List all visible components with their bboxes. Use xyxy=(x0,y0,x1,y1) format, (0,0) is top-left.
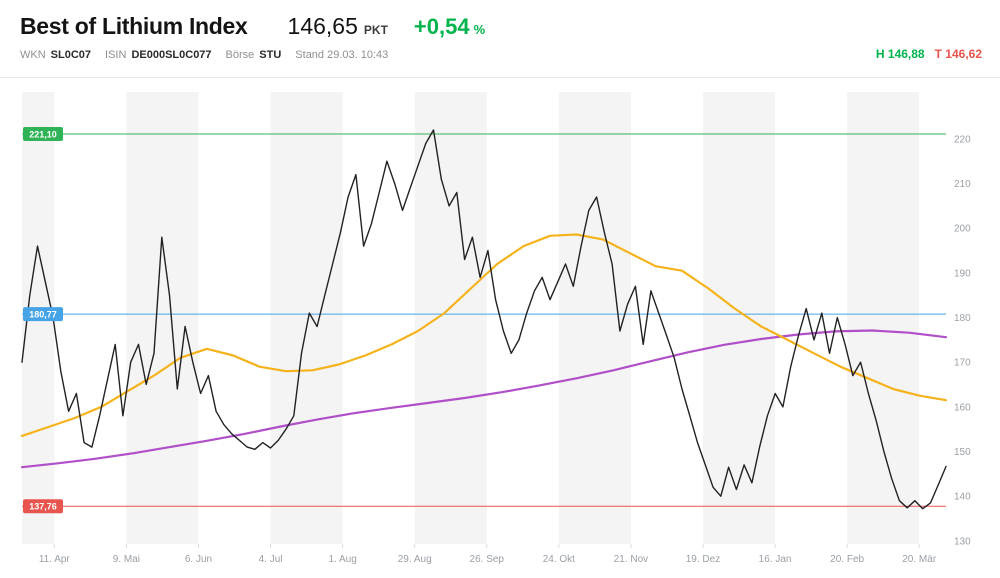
isin-label: ISIN xyxy=(105,49,127,61)
x-axis-label: 9. Mai xyxy=(113,554,140,565)
reference-line-label: 221,10 xyxy=(29,129,57,139)
high-low-group: H 146,88 T 146,62 xyxy=(876,47,982,61)
price-change-unit: % xyxy=(473,22,486,37)
series-price xyxy=(21,129,947,510)
page-title: Best of Lithium Index xyxy=(20,13,248,39)
chart-area: 221,10 180,77 137,76 130 140 150 160 170 180 190 2… xyxy=(0,78,1000,578)
isin-value: DE000SL0C077 xyxy=(131,49,212,61)
y-axis-label: 160 xyxy=(954,402,971,413)
price-unit: PKT xyxy=(363,23,388,37)
exchange-label: Börse xyxy=(225,49,255,61)
reference-line-badge xyxy=(23,307,63,322)
wkn-value: SL0C07 xyxy=(50,49,92,61)
x-axis-label: 1. Aug xyxy=(328,554,356,565)
month-band xyxy=(847,92,920,544)
y-axis-label: 180 xyxy=(954,313,971,324)
x-axis-label: 19. Dez xyxy=(686,554,720,565)
x-axis-label: 21. Nov xyxy=(614,554,648,565)
y-axis-label: 200 xyxy=(954,224,971,235)
x-axis-label: 6. Jun xyxy=(185,554,212,565)
x-axis-label: 24. Okt xyxy=(543,554,575,565)
series-moving-average-short xyxy=(20,233,948,437)
x-axis-label: 16. Jan xyxy=(759,554,792,565)
reference-line-label: 180,77 xyxy=(29,310,57,320)
price-change: +0,54 % xyxy=(414,14,485,40)
reference-line-badge xyxy=(23,126,63,141)
quote-meta-row: WKN SL0C07 ISIN DE000SL0C077 Börse STU S… xyxy=(20,47,982,61)
y-axis-label: 140 xyxy=(954,492,971,503)
price-change-value: +0,54 xyxy=(413,14,470,39)
reference-line-badge xyxy=(23,499,63,514)
day-high: H 146,88 xyxy=(875,47,925,61)
y-axis-label: 150 xyxy=(954,447,971,458)
quote-timestamp: Stand 29.03. 10:43 xyxy=(295,49,389,61)
month-band xyxy=(702,92,776,544)
month-band xyxy=(558,92,631,544)
y-axis-label: 190 xyxy=(954,268,971,279)
current-price: 146,65 xyxy=(287,13,358,39)
x-axis-label: 11. Apr xyxy=(39,554,71,565)
x-axis-label: 20. Mär xyxy=(902,554,937,565)
x-axis-label: 4. Jul xyxy=(259,554,283,565)
exchange-value: STU xyxy=(259,49,282,61)
quote-header: Best of Lithium Index 146,65 PKT +0,54 %… xyxy=(0,0,1000,78)
month-band xyxy=(126,92,199,544)
price-chart[interactable]: 221,10 180,77 137,76 130 140 150 160 170 180 190 2… xyxy=(0,78,1000,578)
y-axis-label: 130 xyxy=(954,536,971,547)
month-band xyxy=(270,92,343,544)
series-moving-average-long xyxy=(20,329,948,469)
month-band xyxy=(414,92,487,544)
current-price-group: 146,65 PKT xyxy=(288,13,388,40)
reference-line-label: 137,76 xyxy=(29,502,57,512)
y-axis-label: 170 xyxy=(954,358,971,369)
y-axis-label: 210 xyxy=(954,179,971,190)
quote-header-main-row: Best of Lithium Index 146,65 PKT +0,54 % xyxy=(20,13,982,40)
x-axis-label: 20. Feb xyxy=(830,554,864,565)
day-low: T 146,62 xyxy=(934,47,982,61)
x-axis-label: 26. Sep xyxy=(470,554,505,565)
y-axis-label: 220 xyxy=(954,134,971,145)
wkn-label: WKN xyxy=(20,49,46,61)
x-axis-label: 29. Aug xyxy=(398,554,432,565)
